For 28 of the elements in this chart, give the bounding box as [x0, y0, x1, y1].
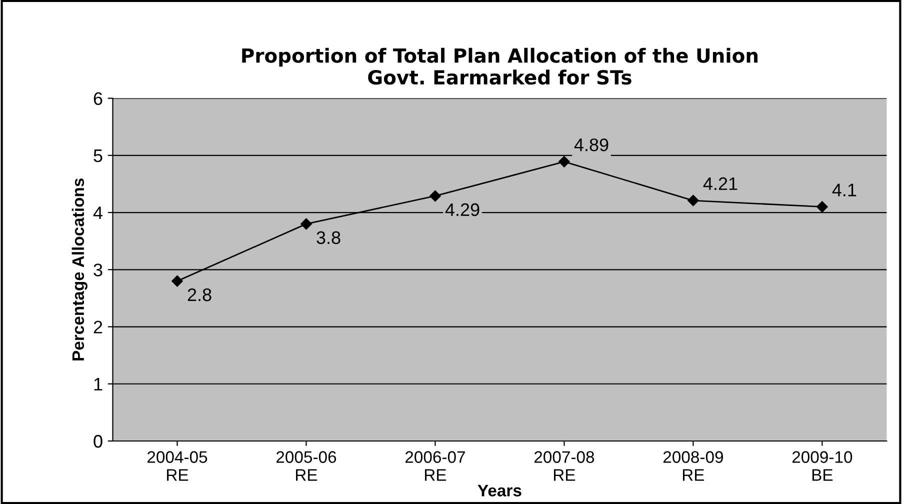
- y-tick-label: 2: [94, 320, 102, 334]
- data-label: 3.8: [316, 231, 340, 244]
- point: [816, 201, 828, 212]
- point: [172, 275, 183, 287]
- y-tick-label: 5: [94, 150, 102, 162]
- x-tick-label: 2005-06 RE: [276, 451, 336, 481]
- chart-title: Proportion of Total Plan Allocation of the Union Govt. Earmarked for STs: [242, 48, 758, 85]
- data-label: 4.1: [832, 184, 856, 196]
- x-axis-title: Years: [478, 484, 522, 496]
- y-axis-title: Percentage Allocations: [72, 178, 88, 360]
- data-label: 2.8: [188, 288, 212, 302]
- x-tick-label: 2006-07 RE: [405, 451, 465, 481]
- y-tick-label: 0: [94, 434, 102, 448]
- y-tick-label: 3: [94, 264, 102, 276]
- x-tick-label: 2009-10 BE: [792, 451, 852, 481]
- y-tick-label: 1: [94, 378, 102, 390]
- x-tick-label: 2008-09 RE: [663, 451, 723, 481]
- point: [430, 190, 441, 202]
- data-label: 4.29: [445, 203, 480, 216]
- data-label: 4.89: [574, 138, 608, 152]
- point: [300, 218, 312, 230]
- data-label: 4.21: [703, 177, 738, 190]
- point: [558, 156, 570, 168]
- x-tick-label: 2007-08 RE: [534, 451, 594, 481]
- x-tick-label: 2004-05 RE: [148, 451, 208, 481]
- point: [688, 194, 699, 206]
- y-tick-label: 4: [93, 206, 102, 220]
- y-tick-label: 6: [94, 92, 102, 105]
